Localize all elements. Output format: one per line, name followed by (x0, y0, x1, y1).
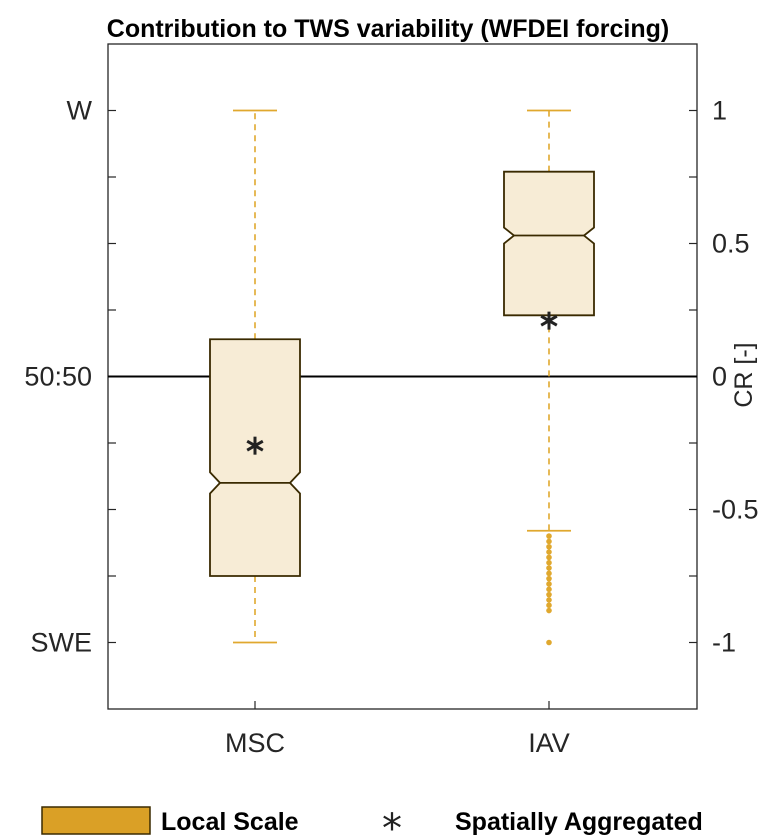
y-right-tick-label: 0 (712, 362, 727, 392)
outlier-point (546, 533, 552, 539)
legend-local-scale-swatch (41, 806, 151, 835)
outlier-point (546, 639, 552, 646)
outlier-point (546, 538, 552, 545)
box-iav (503, 170, 595, 317)
spatially-aggregated-marker (246, 436, 264, 455)
outlier-point (546, 586, 552, 593)
x-tick-label: MSC (225, 728, 285, 758)
legend-spatially-aggregated-label: Spatially Aggregated (455, 808, 703, 836)
outlier-point (546, 570, 552, 577)
legend: Local Scale * Spatially Aggregated (41, 806, 703, 838)
outlier-point (546, 549, 552, 555)
outlier-point (546, 559, 552, 566)
y-left-tick-label: 50:50 (24, 362, 92, 392)
outlier-point (546, 575, 552, 582)
outlier-point (546, 607, 552, 614)
asterisk-stroke (246, 439, 264, 452)
outlier-point (546, 597, 552, 603)
spatially-aggregated-marker (540, 311, 558, 330)
chart-title: Contribution to TWS variability (WFDEI f… (107, 15, 669, 43)
box-msc (209, 338, 301, 577)
y-right-tick-label: 1 (712, 96, 727, 126)
plot-area: 1 0.5 0 -0.5 -1 W 50:50 SWE MSC IAV (24, 43, 759, 758)
y-right-tick-label: -1 (712, 628, 736, 658)
outlier-point (546, 565, 552, 571)
y-right-tick-label: 0.5 (712, 229, 750, 259)
legend-asterisk-icon: * (382, 806, 402, 838)
asterisk-stroke (540, 314, 558, 327)
outlier-point (546, 543, 552, 550)
legend-local-scale-label: Local Scale (161, 808, 299, 836)
outlier-point (546, 591, 552, 598)
outlier-point (546, 554, 552, 561)
outlier-point (546, 581, 552, 587)
outlier-point (546, 602, 552, 609)
x-tick-label: IAV (528, 728, 570, 758)
y-left-tick-label: SWE (30, 628, 92, 658)
y-axis-label-right: CR [-] (730, 342, 758, 407)
y-right-tick-label: -0.5 (712, 495, 759, 525)
y-left-tick-label: W (67, 96, 93, 126)
